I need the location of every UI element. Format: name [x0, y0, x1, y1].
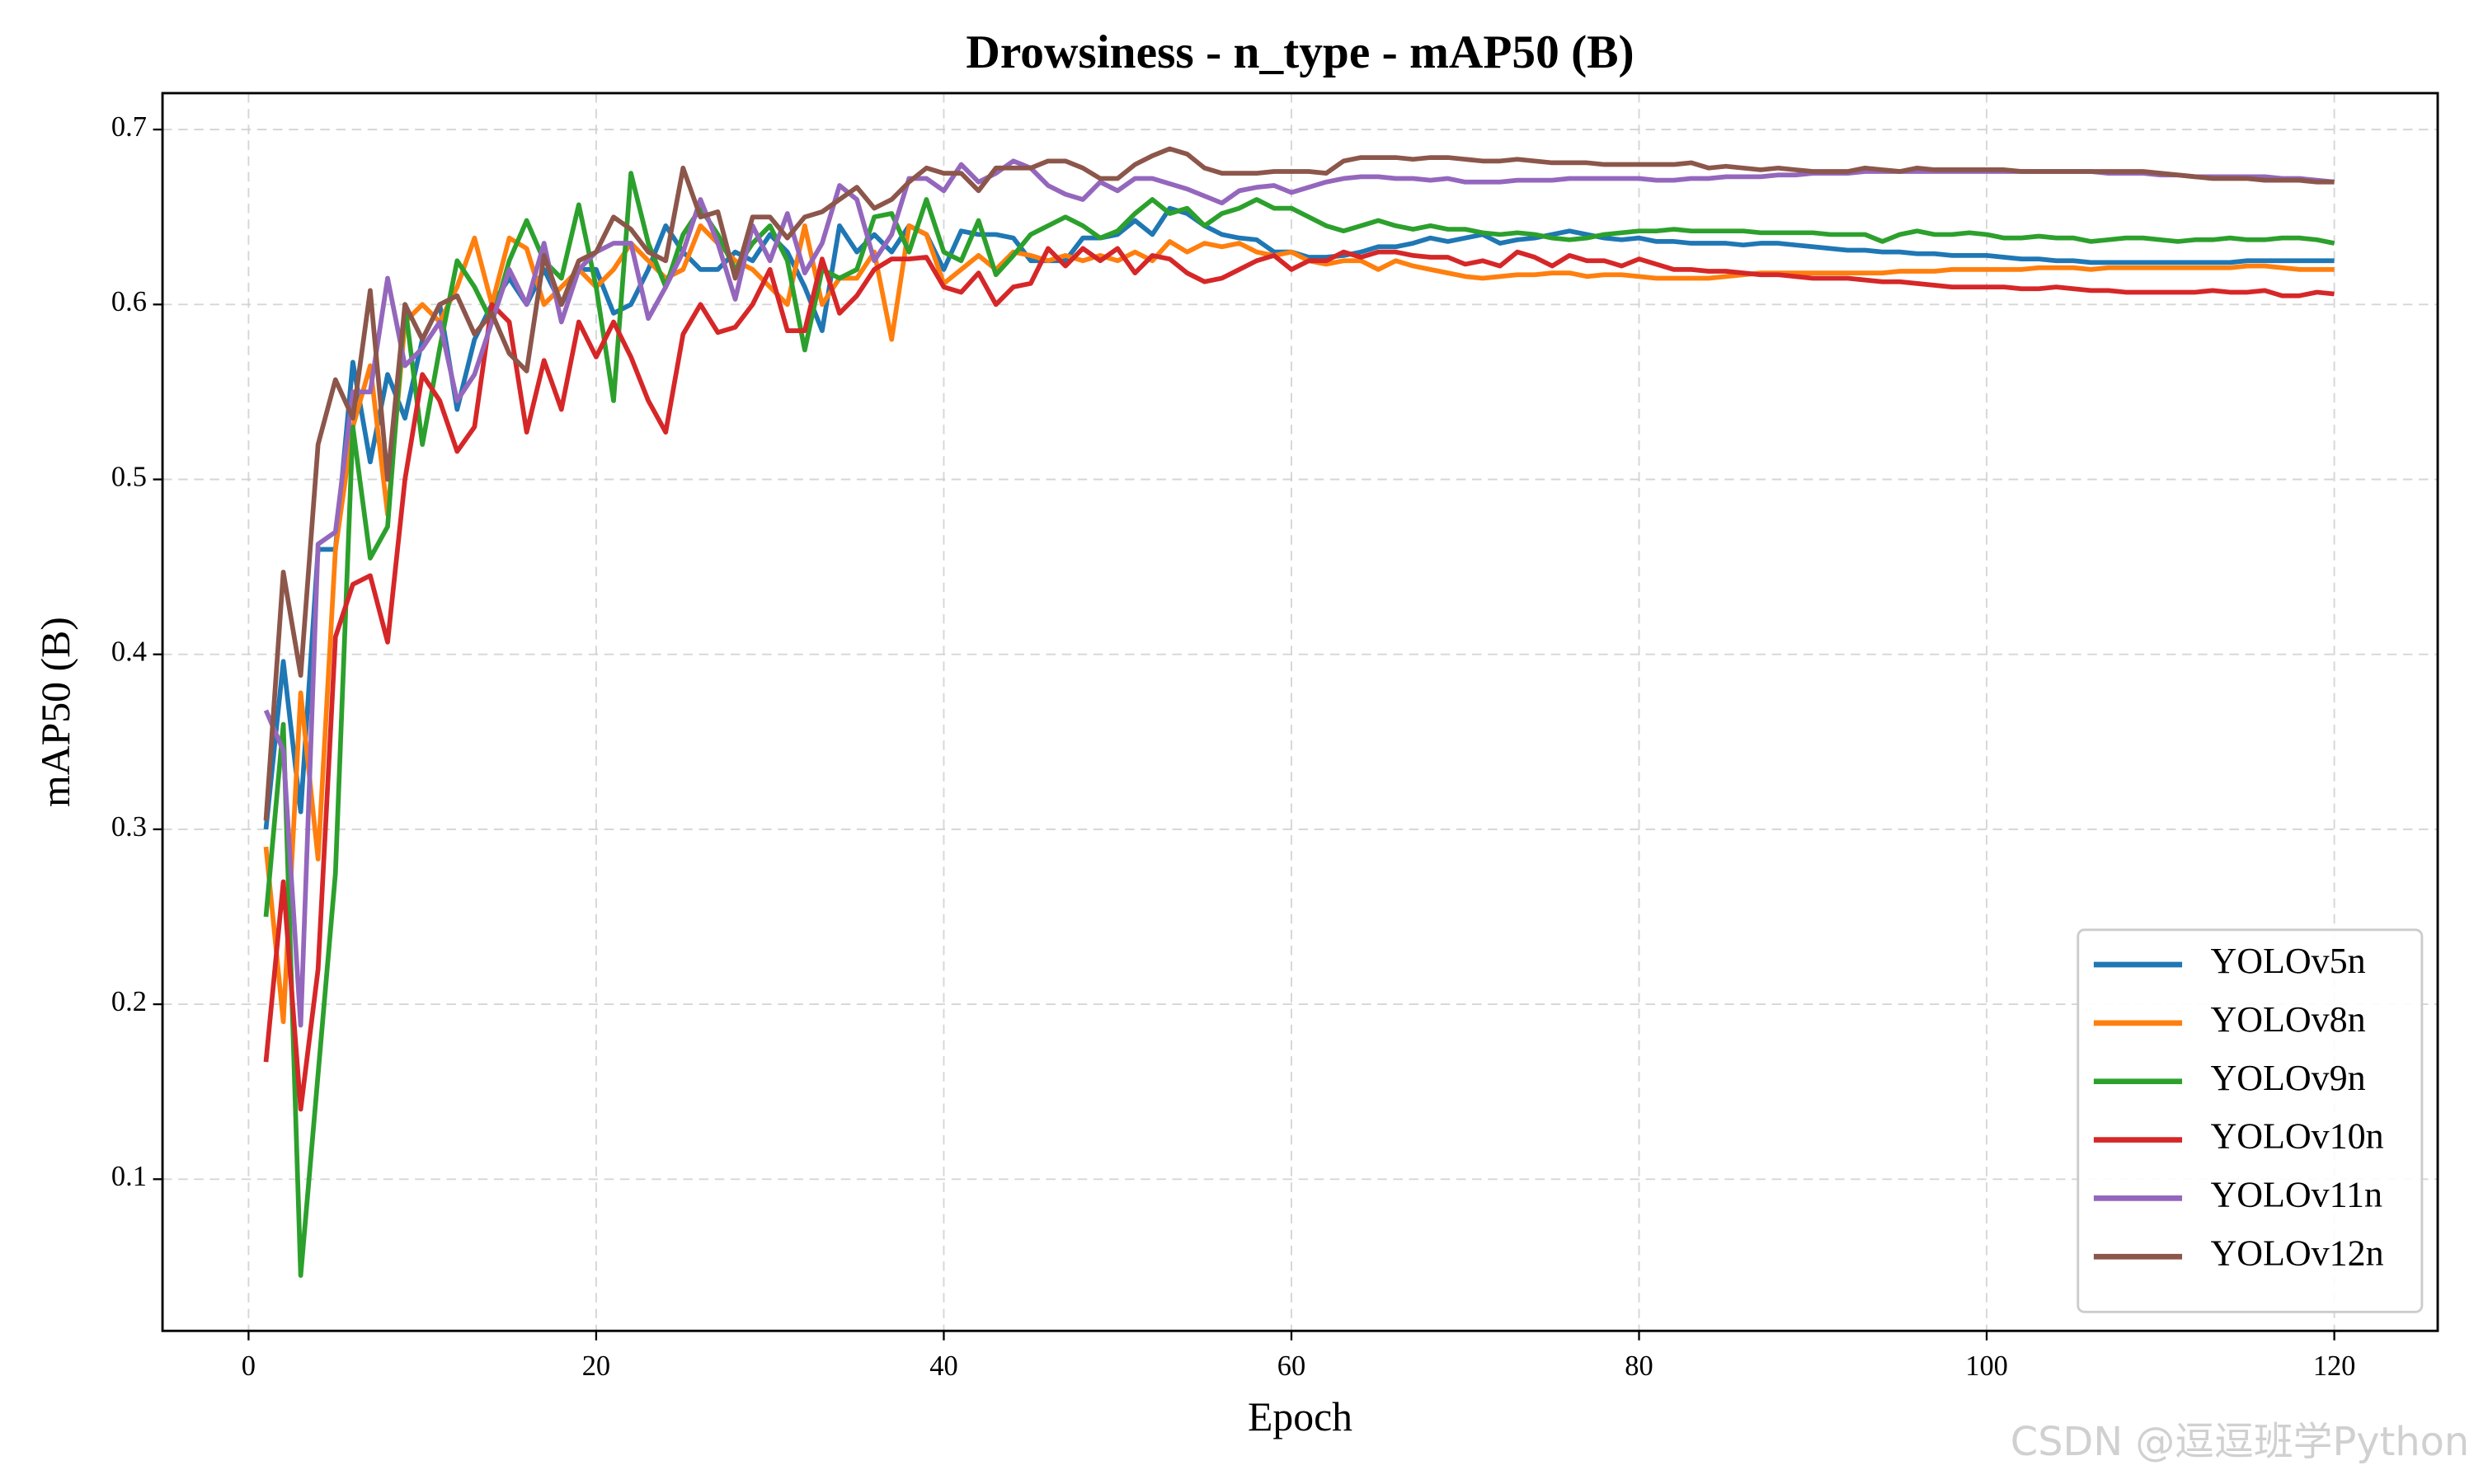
plot-lines — [263, 146, 2335, 1278]
y-tick-label: 0.4 — [111, 636, 147, 668]
watermark: CSDN @逗逗班学Python — [2011, 1420, 2469, 1465]
y-tick-label: 0.3 — [111, 811, 147, 843]
x-tick-label: 80 — [1625, 1350, 1653, 1382]
series-line — [263, 146, 2335, 821]
y-tick-label: 0.6 — [111, 286, 147, 317]
chart-title: Drowsiness - n_type - mAP50 (B) — [966, 26, 1634, 78]
plot-frame — [161, 92, 2439, 1332]
x-tick-label: 60 — [1277, 1350, 1305, 1382]
x-tick-label: 40 — [929, 1350, 957, 1382]
x-tick-label: 0 — [242, 1350, 256, 1382]
y-tick-label: 0.5 — [111, 461, 147, 492]
y-tick-label: 0.1 — [111, 1161, 147, 1192]
legend-label: YOLOv10n — [2210, 1116, 2383, 1157]
series-line — [263, 246, 2335, 1112]
y-axis-label: mAP50 (B) — [33, 617, 78, 807]
x-tick-label: 100 — [1965, 1350, 2008, 1382]
x-axis-label: Epoch — [1248, 1394, 1352, 1439]
legend-label: YOLOv11n — [2210, 1175, 2382, 1215]
y-tick-label: 0.2 — [111, 986, 147, 1017]
x-tick-label: 20 — [582, 1350, 610, 1382]
series-line — [263, 223, 2335, 1025]
y-tick-label: 0.7 — [111, 111, 147, 143]
x-tick-label: 120 — [2313, 1350, 2356, 1382]
legend-label: YOLOv9n — [2210, 1058, 2365, 1098]
legend-label: YOLOv5n — [2210, 941, 2365, 981]
legend-label: YOLOv12n — [2210, 1233, 2383, 1273]
series-line — [263, 171, 2335, 1278]
legend-label: YOLOv8n — [2210, 999, 2365, 1040]
